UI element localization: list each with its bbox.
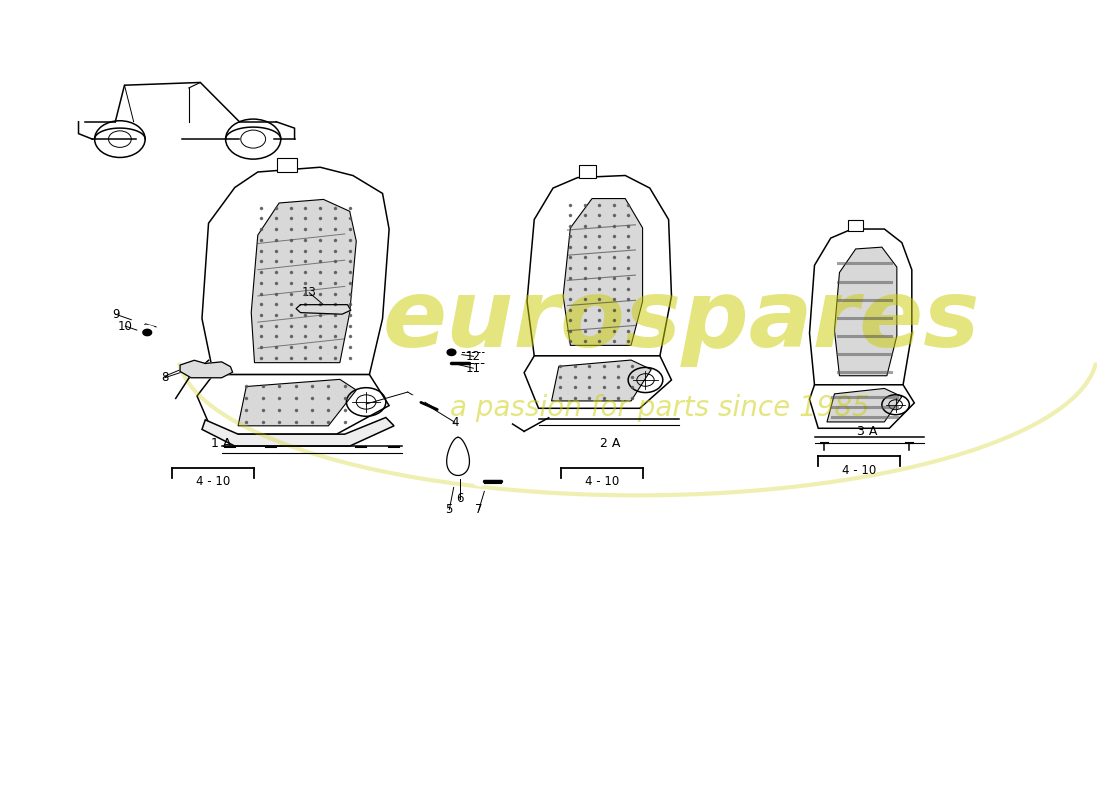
Polygon shape bbox=[527, 175, 671, 356]
Text: a passion for parts since 1985: a passion for parts since 1985 bbox=[450, 394, 869, 422]
Polygon shape bbox=[180, 360, 232, 378]
Polygon shape bbox=[296, 305, 351, 314]
Bar bbox=[277, 158, 297, 172]
Circle shape bbox=[441, 345, 461, 359]
Circle shape bbox=[409, 395, 425, 406]
Polygon shape bbox=[563, 198, 642, 346]
Polygon shape bbox=[238, 379, 356, 426]
Text: 6: 6 bbox=[456, 492, 464, 505]
Circle shape bbox=[441, 358, 454, 367]
Text: 8: 8 bbox=[161, 371, 168, 384]
Polygon shape bbox=[810, 229, 912, 385]
Polygon shape bbox=[202, 167, 389, 374]
Text: eurospares: eurospares bbox=[383, 274, 980, 366]
Circle shape bbox=[132, 317, 145, 326]
Text: 10: 10 bbox=[118, 320, 133, 333]
Polygon shape bbox=[827, 389, 902, 422]
Text: 3 A: 3 A bbox=[857, 425, 878, 438]
Polygon shape bbox=[551, 360, 651, 401]
Bar bbox=[848, 220, 864, 231]
Circle shape bbox=[447, 349, 455, 355]
Polygon shape bbox=[447, 438, 470, 475]
Text: 7: 7 bbox=[475, 503, 483, 516]
Text: 12: 12 bbox=[466, 350, 481, 363]
Text: 9: 9 bbox=[112, 308, 119, 321]
Text: 11: 11 bbox=[466, 362, 481, 374]
Text: 13: 13 bbox=[301, 286, 317, 299]
Polygon shape bbox=[524, 356, 671, 408]
Circle shape bbox=[473, 476, 486, 486]
Text: 2 A: 2 A bbox=[600, 437, 620, 450]
Text: 4 - 10: 4 - 10 bbox=[843, 463, 877, 477]
Circle shape bbox=[458, 467, 473, 478]
Text: 5: 5 bbox=[446, 503, 453, 516]
Bar bbox=[579, 165, 596, 178]
Text: 4 - 10: 4 - 10 bbox=[585, 475, 619, 489]
Text: 1 A: 1 A bbox=[211, 437, 232, 450]
Polygon shape bbox=[202, 418, 394, 446]
Text: 4: 4 bbox=[451, 416, 459, 429]
Text: 4 - 10: 4 - 10 bbox=[196, 475, 231, 489]
Polygon shape bbox=[810, 385, 914, 428]
Circle shape bbox=[138, 326, 157, 340]
Circle shape bbox=[143, 330, 152, 336]
Polygon shape bbox=[835, 247, 896, 376]
Polygon shape bbox=[197, 374, 389, 434]
Polygon shape bbox=[251, 199, 356, 362]
